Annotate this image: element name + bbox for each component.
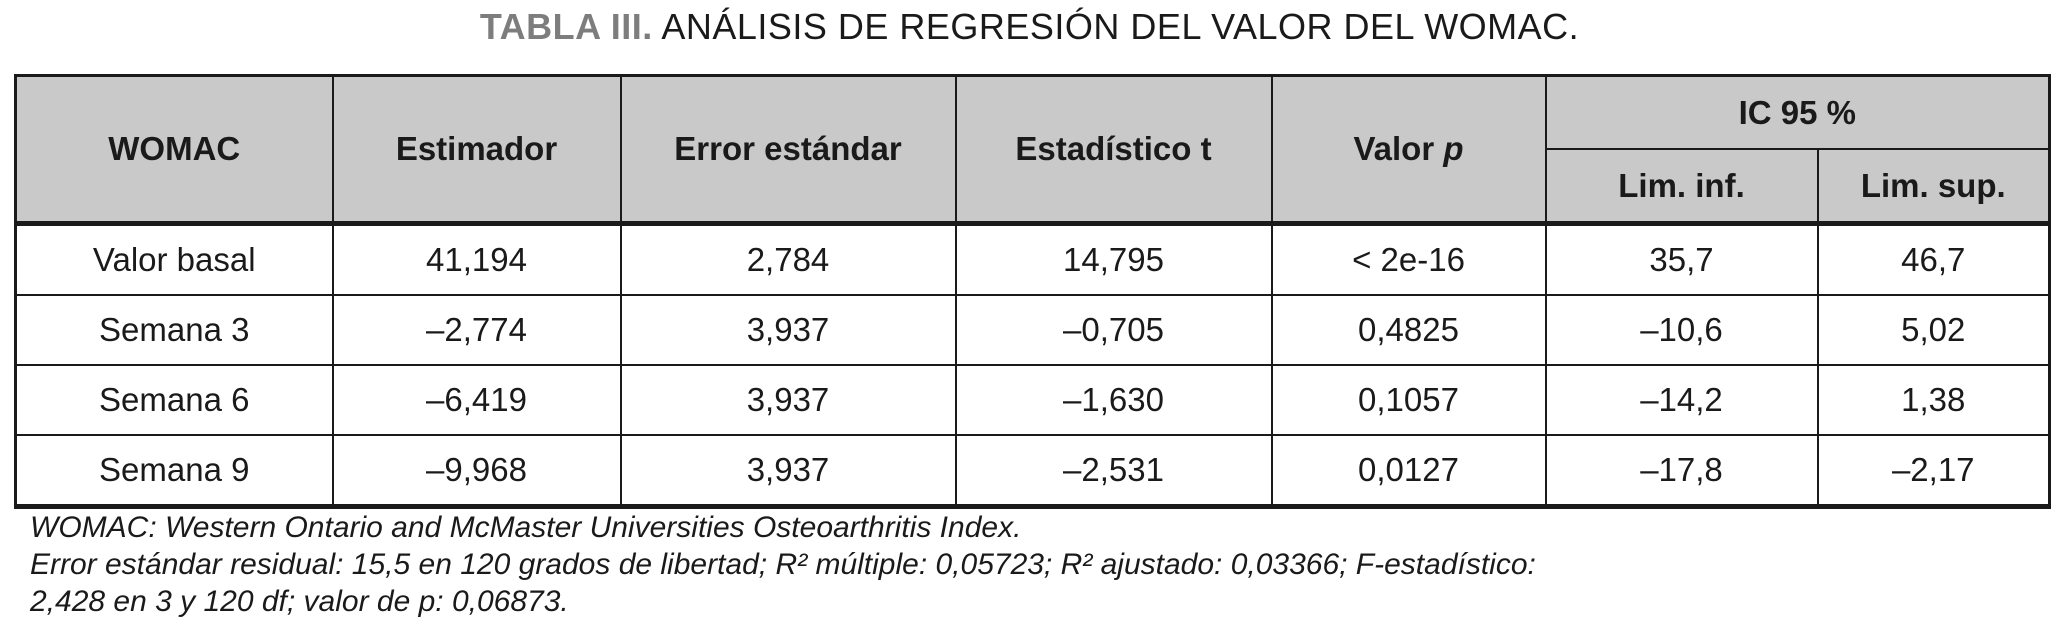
header-row-2: Lim. inf. Lim. sup.	[16, 148, 2051, 225]
cell-lim-sup: –2,17	[1816, 434, 2051, 508]
cell-estimador: –9,968	[331, 434, 622, 508]
cell-estimador: –6,419	[331, 364, 622, 436]
header-lim-sup: Lim. sup.	[1816, 148, 2051, 225]
regression-table: WOMAC Estimador Error estándar Estadísti…	[14, 74, 2052, 509]
cell-lim-sup: 5,02	[1816, 294, 2051, 366]
header-error-estandar: Error estándar	[619, 74, 957, 225]
cell-womac: Semana 6	[14, 364, 334, 436]
cell-womac: Semana 3	[14, 294, 334, 366]
header-valor-p-prefix: Valor	[1353, 130, 1444, 167]
cell-t: –1,630	[954, 364, 1273, 436]
cell-p: 0,4825	[1270, 294, 1547, 366]
cell-estimador: 41,194	[331, 222, 622, 296]
header-estimador: Estimador	[331, 74, 622, 225]
cell-estimador: –2,774	[331, 294, 622, 366]
table-body: Valor basal 41,194 2,784 14,795 < 2e-16 …	[14, 222, 2051, 508]
cell-error: 3,937	[619, 364, 957, 436]
table-row: Semana 6 –6,419 3,937 –1,630 0,1057 –14,…	[14, 364, 2051, 436]
cell-lim-inf: –17,8	[1544, 434, 1819, 508]
header-estadistico-t: Estadístico t	[954, 74, 1273, 225]
table-row: Valor basal 41,194 2,784 14,795 < 2e-16 …	[14, 222, 2051, 296]
header-lim-inf: Lim. inf.	[1544, 148, 1819, 225]
cell-error: 3,937	[619, 294, 957, 366]
table-row: Semana 9 –9,968 3,937 –2,531 0,0127 –17,…	[14, 434, 2051, 508]
cell-lim-sup: 46,7	[1816, 222, 2051, 296]
cell-t: –0,705	[954, 294, 1273, 366]
cell-t: –2,531	[954, 434, 1273, 508]
cell-p: 0,1057	[1270, 364, 1547, 436]
footnote-line: Error estándar residual: 15,5 en 120 gra…	[30, 548, 1536, 581]
cell-womac: Valor basal	[14, 222, 334, 296]
header-womac: WOMAC	[14, 74, 334, 225]
table-row: Semana 3 –2,774 3,937 –0,705 0,4825 –10,…	[14, 294, 2051, 366]
header-row-1: WOMAC Estimador Error estándar Estadísti…	[14, 74, 2051, 225]
cell-error: 2,784	[619, 222, 957, 296]
cell-lim-inf: –14,2	[1544, 364, 1819, 436]
cell-womac: Semana 9	[14, 434, 334, 508]
header-valor-p: Valor p	[1270, 74, 1547, 225]
table-title: TABLA III. ANÁLISIS DE REGRESIÓN DEL VAL…	[0, 6, 2059, 48]
table-footnotes: WOMAC: Western Ontario and McMaster Univ…	[30, 509, 1536, 620]
cell-p: 0,0127	[1270, 434, 1547, 508]
cell-lim-inf: 35,7	[1544, 222, 1819, 296]
header-valor-p-symbol: p	[1443, 130, 1464, 167]
header-ic95: IC 95 %	[1544, 74, 2051, 150]
cell-error: 3,937	[619, 434, 957, 508]
cell-p: < 2e-16	[1270, 222, 1547, 296]
table-title-label: TABLA III.	[479, 6, 653, 47]
footnote-line: WOMAC: Western Ontario and McMaster Univ…	[30, 511, 1022, 544]
footnote-line: 2,428 en 3 y 120 df; valor de p: 0,06873…	[30, 585, 569, 618]
cell-lim-sup: 1,38	[1816, 364, 2051, 436]
cell-t: 14,795	[954, 222, 1273, 296]
table-title-text: ANÁLISIS DE REGRESIÓN DEL VALOR DEL WOMA…	[652, 6, 1580, 47]
cell-lim-inf: –10,6	[1544, 294, 1819, 366]
table-header: WOMAC Estimador Error estándar Estadísti…	[14, 74, 2051, 225]
